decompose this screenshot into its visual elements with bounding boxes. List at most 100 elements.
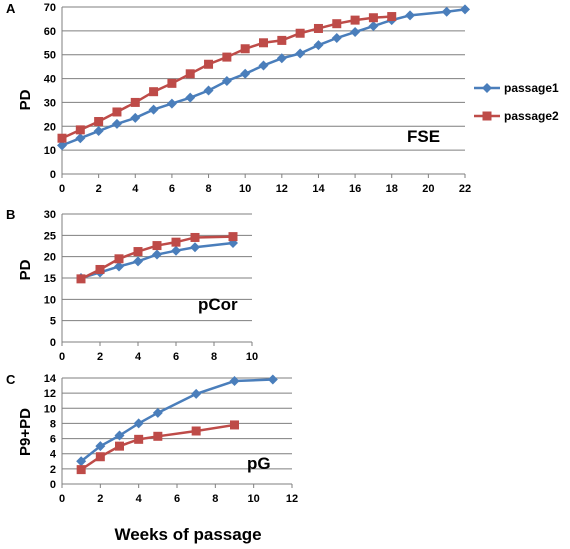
x-tick-label: 6 xyxy=(173,351,179,363)
x-tick-label: 2 xyxy=(96,183,102,195)
data-point-passage1 xyxy=(148,104,159,115)
data-point-passage1 xyxy=(130,112,141,123)
y-tick-label: 20 xyxy=(44,121,56,133)
x-tick-label: 20 xyxy=(422,183,434,195)
x-tick-label: 0 xyxy=(59,351,65,363)
y-axis-label: PD xyxy=(17,259,34,280)
data-point-passage1 xyxy=(331,33,342,44)
data-point-passage1 xyxy=(295,48,306,59)
data-point-passage2 xyxy=(76,274,86,284)
data-point-passage2 xyxy=(222,52,232,62)
y-axis-label: PD xyxy=(17,89,34,110)
x-tick-label: 10 xyxy=(248,493,260,505)
x-tick-label: 2 xyxy=(97,351,103,363)
legend-marker-passage2 xyxy=(482,111,492,121)
data-point-passage2 xyxy=(295,28,305,38)
data-point-passage2 xyxy=(332,19,342,29)
x-tick-label: 10 xyxy=(246,351,258,363)
data-point-passage2 xyxy=(130,97,140,107)
data-point-passage1 xyxy=(240,68,251,79)
data-point-passage2 xyxy=(204,59,214,69)
x-tick-label: 18 xyxy=(386,183,398,195)
y-tick-label: 0 xyxy=(50,479,56,491)
y-tick-label: 60 xyxy=(44,26,56,38)
x-tick-label: 12 xyxy=(286,493,298,505)
data-point-passage2 xyxy=(94,117,104,127)
data-point-passage2 xyxy=(153,431,163,441)
data-point-passage2 xyxy=(313,23,323,33)
x-tick-label: 6 xyxy=(169,183,175,195)
data-point-passage1 xyxy=(93,126,104,137)
data-point-passage2 xyxy=(350,15,360,25)
data-point-passage2 xyxy=(240,44,250,54)
data-point-passage1 xyxy=(76,456,87,467)
data-point-passage2 xyxy=(167,78,177,88)
data-point-passage2 xyxy=(277,35,287,45)
x-tick-label: 10 xyxy=(239,183,251,195)
data-point-passage2 xyxy=(95,452,105,462)
data-point-passage1 xyxy=(229,376,240,387)
y-tick-label: 8 xyxy=(50,418,56,430)
y-tick-label: 10 xyxy=(44,294,56,306)
data-point-passage2 xyxy=(190,232,200,242)
y-tick-label: 70 xyxy=(44,2,56,14)
y-tick-label: 10 xyxy=(44,145,56,157)
y-tick-label: 30 xyxy=(44,209,56,221)
y-tick-label: 14 xyxy=(44,373,57,385)
y-tick-label: 12 xyxy=(44,388,56,400)
panel-annotation: pCor xyxy=(198,295,238,314)
data-point-passage1 xyxy=(171,245,181,256)
y-tick-label: 5 xyxy=(50,316,56,328)
y-tick-label: 6 xyxy=(50,434,56,446)
x-tick-label: 4 xyxy=(136,493,143,505)
panel-annotation: pG xyxy=(247,454,271,473)
data-point-passage1 xyxy=(368,21,379,32)
y-tick-label: 30 xyxy=(44,97,56,109)
data-point-passage1 xyxy=(460,4,470,15)
legend-label-passage1: passage1 xyxy=(504,81,559,95)
data-point-passage2 xyxy=(115,441,124,451)
shared-x-axis-label: Weeks of passage xyxy=(114,525,261,544)
y-tick-label: 40 xyxy=(44,74,56,86)
data-point-passage1 xyxy=(405,10,416,21)
data-point-passage2 xyxy=(76,465,86,475)
data-point-passage1 xyxy=(190,242,200,253)
data-point-passage1 xyxy=(313,40,324,51)
data-point-passage2 xyxy=(149,87,159,97)
data-point-passage2 xyxy=(112,107,122,117)
data-point-passage1 xyxy=(267,374,278,385)
data-point-passage2 xyxy=(152,241,162,251)
x-tick-label: 16 xyxy=(349,183,361,195)
data-point-passage1 xyxy=(258,60,269,71)
x-tick-label: 4 xyxy=(135,351,142,363)
data-point-passage1 xyxy=(95,441,106,452)
y-tick-label: 15 xyxy=(44,273,56,285)
data-point-passage1 xyxy=(114,261,124,272)
legend-marker-passage1 xyxy=(482,83,492,93)
data-point-passage2 xyxy=(387,12,397,22)
data-point-passage2 xyxy=(134,434,144,444)
y-tick-label: 0 xyxy=(50,337,56,349)
data-point-passage1 xyxy=(203,85,214,96)
x-tick-label: 0 xyxy=(59,493,65,505)
data-point-passage1 xyxy=(111,118,122,129)
legend: passage1 passage2 xyxy=(474,81,559,123)
series-line-passage1 xyxy=(80,378,273,463)
x-tick-label: 8 xyxy=(205,183,211,195)
legend-label-passage2: passage2 xyxy=(504,109,559,123)
panel-a-chart: 0 10 20 30 40 50 60 70 0 2 4 6 8 10 12 14 16 18 20 22 PD FSE xyxy=(17,2,471,195)
y-axis-label: P9+PD xyxy=(17,408,34,456)
data-point-passage1 xyxy=(152,249,162,260)
panel-b-chart: 0 5 10 15 20 25 30 0 2 4 6 8 10 PD pCor xyxy=(17,209,258,363)
x-tick-label: 12 xyxy=(276,183,288,195)
y-tick-label: 0 xyxy=(50,169,56,181)
data-point-passage1 xyxy=(152,407,163,418)
panel-annotation: FSE xyxy=(407,127,440,146)
x-tick-label: 2 xyxy=(97,493,103,505)
x-tick-label: 8 xyxy=(212,493,218,505)
data-point-passage2 xyxy=(191,426,201,436)
data-point-passage1 xyxy=(221,75,232,86)
data-point-passage2 xyxy=(75,125,85,135)
panel-letter-a: A xyxy=(6,1,16,16)
